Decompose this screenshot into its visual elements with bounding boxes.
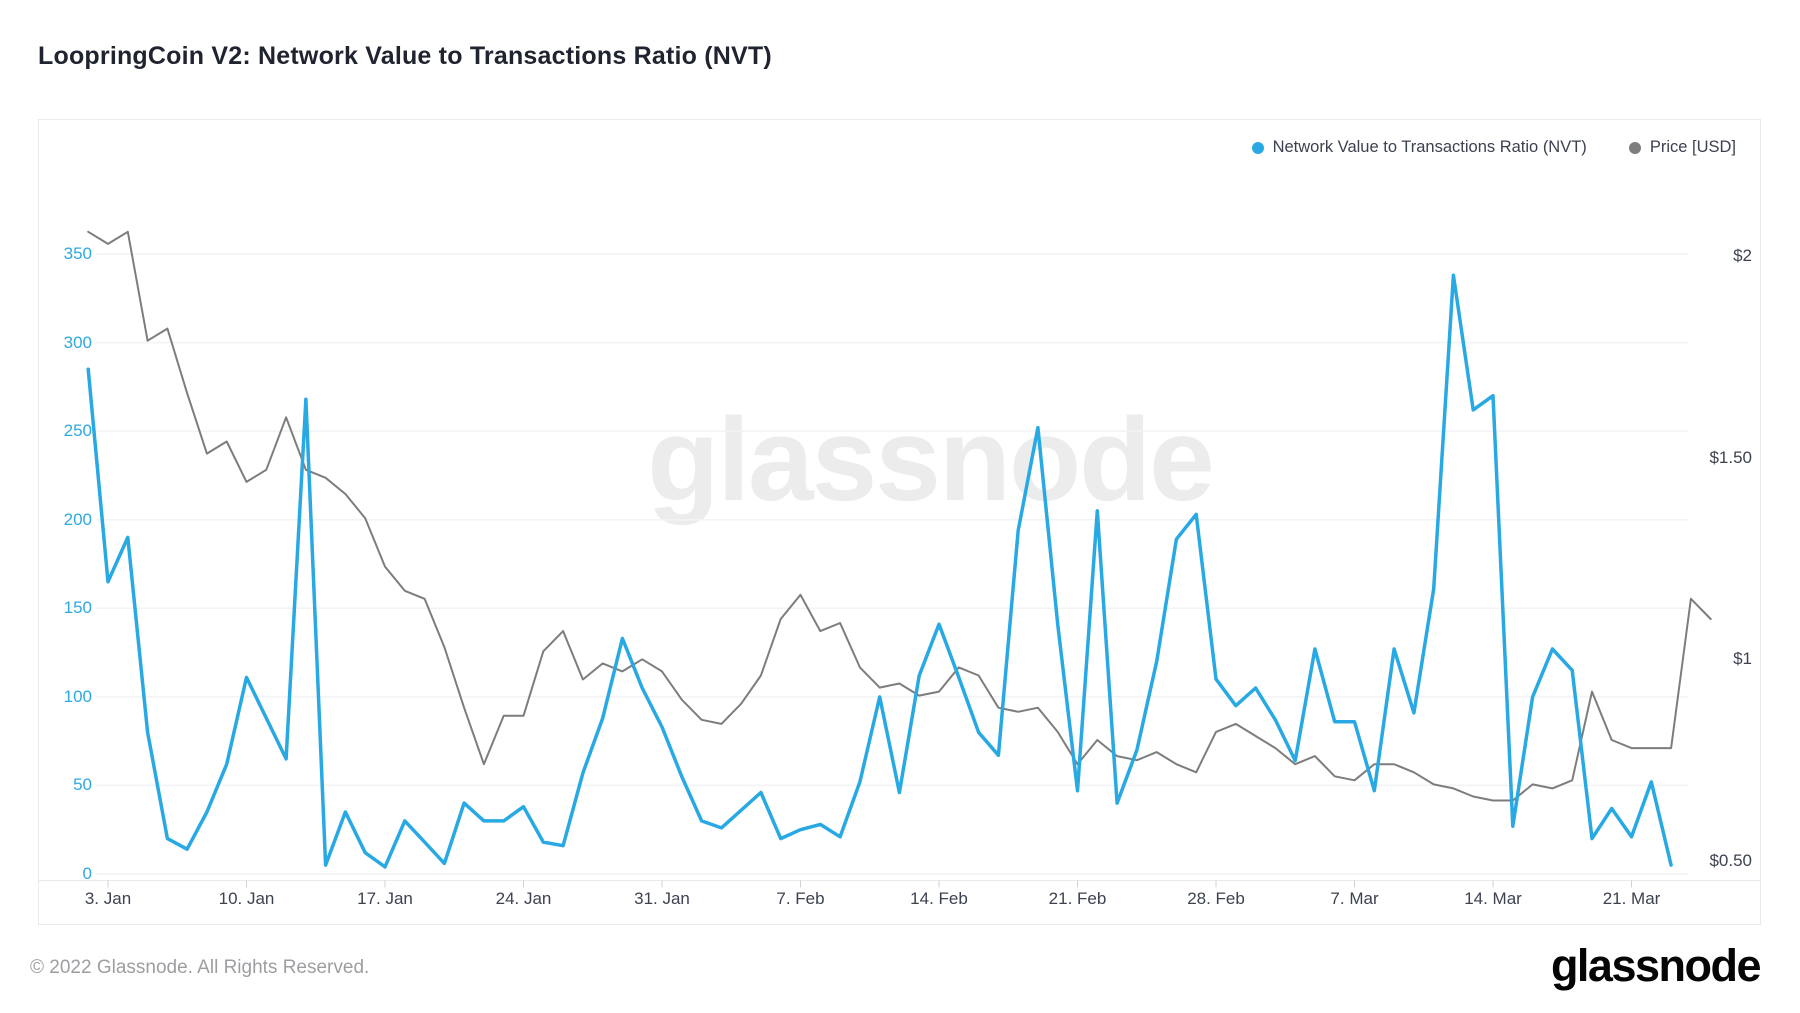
glassnode-logo: glassnode xyxy=(1550,940,1762,991)
price-legend-dot-icon xyxy=(1628,141,1641,154)
glassnode-watermark: glassnode xyxy=(647,394,1215,526)
footer-copyright: © 2022 Glassnode. All Rights Reserved. xyxy=(30,957,370,978)
chart-legend: Network Value to Transactions Ratio (NVT… xyxy=(1251,138,1736,157)
nvt-legend-dot-icon xyxy=(1251,141,1264,154)
legend-item-price[interactable]: Price [USD] xyxy=(1628,138,1736,157)
legend-item-label: Network Value to Transactions Ratio (NVT… xyxy=(1272,138,1587,156)
legend-item-nvt[interactable]: Network Value to Transactions Ratio (NVT… xyxy=(1251,138,1587,157)
series-line-price xyxy=(87,230,1712,802)
page-title: LoopringCoin V2: Network Value to Transa… xyxy=(38,42,772,70)
series-line-nvt xyxy=(86,273,1673,869)
legend-item-label: Price [USD] xyxy=(1649,138,1736,156)
